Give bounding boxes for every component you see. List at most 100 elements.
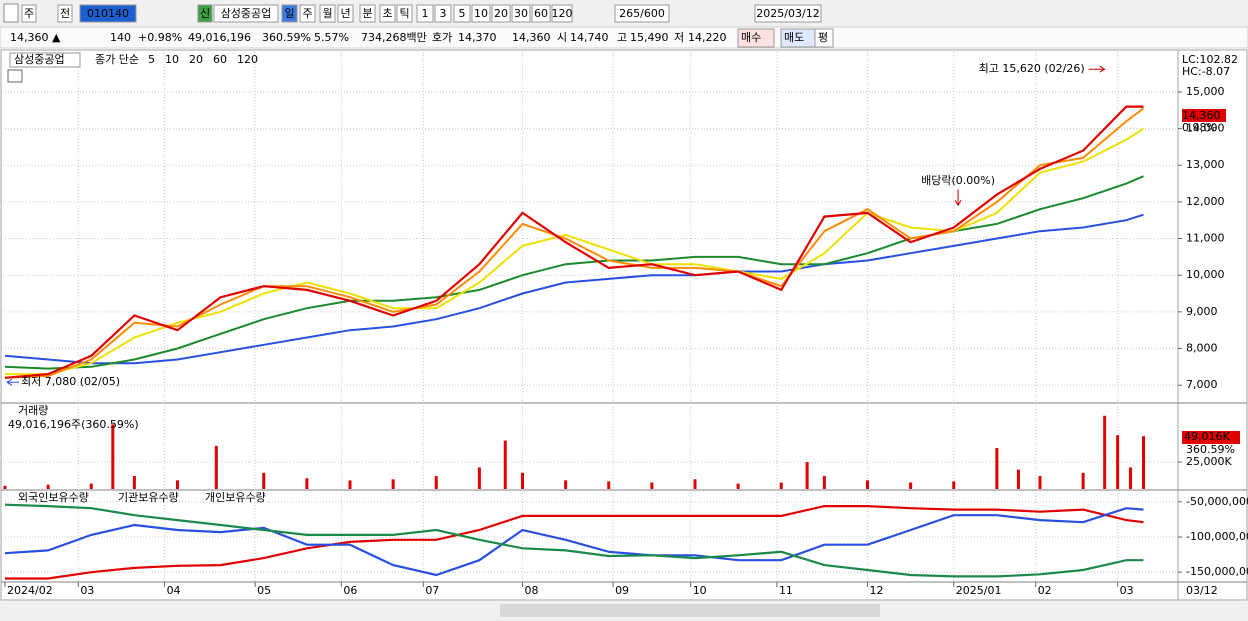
toolbar-label[interactable]: 분 xyxy=(362,7,372,20)
trade-button[interactable] xyxy=(737,28,775,48)
quote-value: 734,268백만 xyxy=(361,31,427,44)
volume-bar xyxy=(434,476,438,489)
toolbar-button[interactable] xyxy=(614,4,670,23)
quote-value: 14,220 xyxy=(688,31,727,44)
toolbar-button[interactable] xyxy=(453,4,471,23)
toolbar-button[interactable] xyxy=(319,4,336,23)
last-price-box xyxy=(1182,109,1226,122)
series-line xyxy=(4,175,1144,370)
quote-value: 360.59% xyxy=(262,31,311,44)
panel-subtitle: 49,016,196주(360.59%) xyxy=(8,418,139,431)
volume-bar xyxy=(477,467,481,489)
toolbar-button[interactable] xyxy=(57,4,73,23)
toolbar-label[interactable]: 주 xyxy=(24,7,34,20)
quote-value: 시 xyxy=(557,31,567,44)
toolbar-button[interactable] xyxy=(491,4,511,23)
toolbar-label[interactable]: 신 xyxy=(200,7,210,20)
legend-box xyxy=(9,52,81,68)
toolbar-button[interactable] xyxy=(281,4,298,23)
quote-value: 140 xyxy=(110,31,131,44)
toolbar-label[interactable]: 주 xyxy=(302,7,312,20)
menu-icon[interactable] xyxy=(3,3,19,23)
volume-bar xyxy=(1142,436,1145,489)
toolbar-button[interactable] xyxy=(197,4,213,23)
volume-bar xyxy=(46,484,50,489)
toolbar-button[interactable] xyxy=(79,4,137,23)
toolbar-button[interactable] xyxy=(337,4,354,23)
last-volume-box xyxy=(1182,431,1240,444)
y-tick-label: 9,000 xyxy=(1186,305,1218,318)
x-tick-label: 08 xyxy=(525,584,539,597)
toolbar-button[interactable] xyxy=(471,4,491,23)
toolbar-label[interactable]: 30 xyxy=(514,7,528,20)
toolbar-label[interactable]: 265/600 xyxy=(619,7,665,20)
toolbar-label[interactable]: 5 xyxy=(459,7,466,20)
trade-button-label[interactable]: 평 xyxy=(818,31,828,44)
y-tick-label: -150,000,000 xyxy=(1186,565,1248,578)
toolbar-label[interactable]: 3 xyxy=(440,7,447,20)
volume-bar xyxy=(736,483,740,489)
toolbar-label[interactable]: 20 xyxy=(494,7,508,20)
toolbar-button[interactable] xyxy=(531,4,551,23)
toolbar-label[interactable]: 2025/03/12 xyxy=(756,7,819,20)
toolbar-label[interactable]: 120 xyxy=(552,7,573,20)
toolbar-label[interactable]: 삼성중공업 xyxy=(221,7,272,20)
toolbar-label[interactable]: 월 xyxy=(322,7,332,20)
quote-value: 15,490 xyxy=(630,31,669,44)
volume-bar xyxy=(176,480,179,489)
quote-bg xyxy=(0,26,1248,49)
series-line xyxy=(4,507,1144,577)
y-tick-label: 12,000 xyxy=(1186,195,1225,208)
trade-button-label[interactable]: 매도 xyxy=(784,31,804,44)
legend-entry: 외국인보유수량 xyxy=(18,491,89,504)
toolbar-button[interactable] xyxy=(511,4,531,23)
volume-bar xyxy=(693,479,697,489)
volume-bar xyxy=(607,481,611,489)
toolbar-label[interactable]: 초 xyxy=(382,7,392,20)
toolbar-label[interactable]: 60 xyxy=(534,7,548,20)
toolbar-button[interactable] xyxy=(416,4,434,23)
volume-bar xyxy=(3,485,7,489)
toolbar-label[interactable]: 전 xyxy=(60,7,70,20)
x-tick-label: 07 xyxy=(425,584,439,597)
volume-bar xyxy=(866,480,869,489)
toolbar-button[interactable] xyxy=(21,4,37,23)
series-line xyxy=(4,503,1144,578)
calc-icon[interactable] xyxy=(7,69,23,83)
x-tick-label: 2024/02 xyxy=(7,584,53,597)
scroll-thumb[interactable] xyxy=(500,604,880,617)
toolbar-label[interactable]: 010140 xyxy=(87,7,129,20)
series-line xyxy=(4,107,1145,379)
volume-bar xyxy=(952,481,956,489)
toolbar-label[interactable]: 틱 xyxy=(399,7,409,20)
quote-value: 14,360 ▲ xyxy=(10,31,61,44)
quote-value: 저 xyxy=(674,31,684,44)
volume-bar xyxy=(262,472,266,489)
x-tick-label: 11 xyxy=(779,584,793,597)
toolbar-button[interactable] xyxy=(213,4,279,23)
toolbar-label[interactable]: 10 xyxy=(474,7,488,20)
quote-value: +0.98% xyxy=(138,31,182,44)
volume-bar xyxy=(1116,435,1120,489)
toolbar-label[interactable]: 년 xyxy=(340,7,350,20)
toolbar-button[interactable] xyxy=(551,4,573,23)
volume-bar xyxy=(909,482,913,489)
toolbar-button[interactable] xyxy=(299,4,316,23)
volume-bar xyxy=(305,478,309,489)
y-tick-label: 11,000 xyxy=(1186,232,1225,245)
toolbar-button[interactable] xyxy=(754,4,822,23)
chart-frame xyxy=(0,49,1248,601)
toolbar-button[interactable] xyxy=(396,4,413,23)
toolbar-button[interactable] xyxy=(359,4,376,23)
trade-button-label[interactable]: 매수 xyxy=(741,31,761,44)
legend-entry: 60 xyxy=(213,53,227,66)
toolbar-button[interactable] xyxy=(379,4,396,23)
toolbar-label[interactable]: 일 xyxy=(284,6,294,20)
volume-bar xyxy=(1081,472,1085,489)
annotation-arrow xyxy=(954,189,962,207)
toolbar-label[interactable]: 1 xyxy=(422,7,429,20)
volume-bar xyxy=(1038,476,1042,489)
toolbar-button[interactable] xyxy=(434,4,452,23)
trade-button[interactable] xyxy=(814,28,834,48)
legend-entry: 10 xyxy=(165,53,179,66)
